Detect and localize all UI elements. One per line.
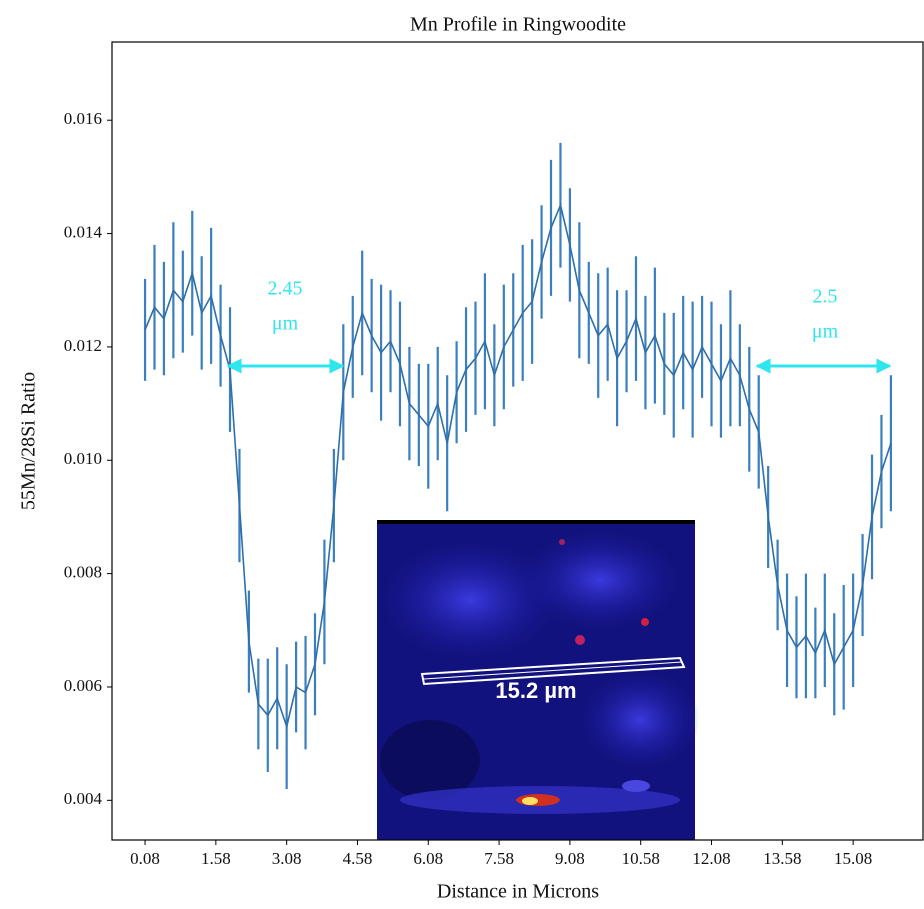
x-tick-label: 7.58	[484, 849, 514, 868]
x-axis-label: Distance in Microns	[437, 881, 599, 903]
x-tick-label: 9.08	[555, 849, 585, 868]
x-tick-label: 6.08	[413, 849, 443, 868]
annotation: μm	[272, 313, 299, 335]
x-tick-label: 12.08	[692, 849, 730, 868]
data-line	[144, 202, 892, 730]
annotation: μm	[812, 321, 839, 343]
y-tick-label: 0.004	[64, 789, 103, 808]
y-tick-label: 0.014	[64, 222, 103, 241]
inset-label: 15.2 µm	[495, 678, 576, 703]
inset-image	[377, 520, 700, 840]
x-tick-label: 3.08	[272, 849, 302, 868]
y-tick-label: 0.010	[64, 449, 102, 468]
x-tick-label: 15.08	[834, 849, 872, 868]
chart-title: Mn Profile in Ringwoodite	[410, 14, 626, 36]
x-tick-label: 4.58	[343, 849, 373, 868]
x-tick-label: 13.58	[763, 849, 801, 868]
ticks: 0.004 0.006 0.008 0.010 0.012 0.014 0.016 0.08 1…	[64, 109, 873, 868]
annotation: 2.5	[813, 286, 838, 308]
y-tick-label: 0.006	[64, 676, 102, 695]
annotation: 2.45	[268, 278, 303, 300]
y-tick-label: 0.016	[64, 109, 102, 128]
y-tick-label: 0.008	[64, 563, 102, 582]
y-axis-label: 55Mn/28Si Ratio	[18, 372, 40, 510]
x-tick-label: 1.58	[201, 849, 231, 868]
plot-frame	[111, 41, 924, 841]
plot-data	[143, 142, 892, 789]
x-tick-label: 10.58	[622, 849, 660, 868]
x-tick-label: 0.08	[130, 849, 160, 868]
y-tick-label: 0.012	[64, 336, 102, 355]
